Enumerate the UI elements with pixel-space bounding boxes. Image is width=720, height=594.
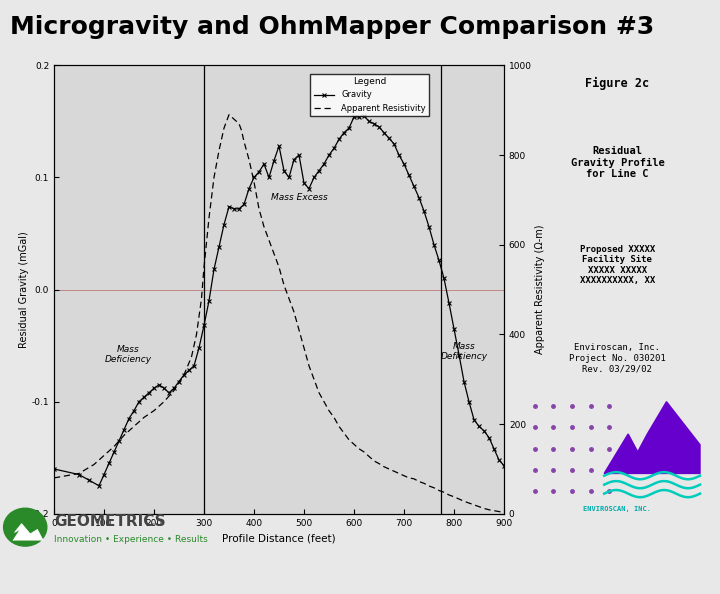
Y-axis label: Apparent Resistivity (Ω-m): Apparent Resistivity (Ω-m) [535,225,544,355]
Legend: Gravity, Apparent Resistivity: Gravity, Apparent Resistivity [310,74,429,116]
X-axis label: Profile Distance (feet): Profile Distance (feet) [222,533,336,544]
Text: GEOMETRICS: GEOMETRICS [54,514,166,529]
Text: Figure 2c: Figure 2c [585,77,649,90]
Text: Proposed XXXXX
Facility Site
XXXXX XXXXX
XXXXXXXXXX, XX: Proposed XXXXX Facility Site XXXXX XXXXX… [580,245,655,285]
Text: Mass Excess: Mass Excess [271,193,328,202]
Text: Enviroscan, Inc.
Project No. 030201
Rev. 03/29/02: Enviroscan, Inc. Project No. 030201 Rev.… [569,343,666,373]
Text: Innovation • Experience • Results: Innovation • Experience • Results [54,535,208,544]
Text: Residual
Gravity Profile
for Line C: Residual Gravity Profile for Line C [570,146,665,179]
Ellipse shape [4,508,47,546]
Text: Mass
Deficiency: Mass Deficiency [441,342,487,361]
Y-axis label: Residual Gravity (mGal): Residual Gravity (mGal) [19,231,29,348]
Text: Microgravity and OhmMapper Comparison #3: Microgravity and OhmMapper Comparison #3 [10,15,654,39]
PathPatch shape [13,524,43,541]
Polygon shape [604,402,700,473]
Text: ENVIROSCAN, INC.: ENVIROSCAN, INC. [583,505,652,511]
Text: Mass
Deficiency: Mass Deficiency [104,345,152,364]
